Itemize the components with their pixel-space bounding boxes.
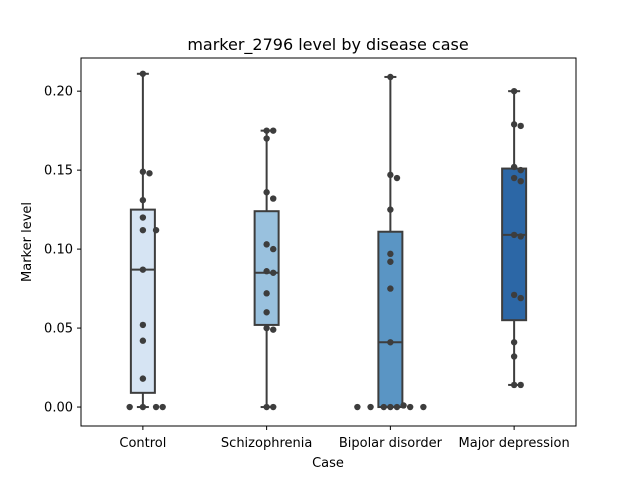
x-axis: Control Schizophrenia Bipolar disorder Majo…	[119, 426, 570, 451]
x-tick-label: Bipolar disorder	[339, 436, 443, 451]
box-group	[129, 72, 156, 409]
swarm-points	[510, 87, 524, 389]
data-point	[146, 170, 153, 177]
y-tick-label: 0.00	[44, 401, 73, 416]
x-tick-label: Schizophrenia	[221, 436, 312, 451]
data-point	[139, 70, 147, 77]
x-axis-label: Case	[312, 456, 344, 471]
y-tick-label: 0.15	[44, 164, 73, 179]
data-point	[387, 285, 394, 292]
box	[129, 208, 156, 394]
y-tick-label: 0.05	[44, 322, 73, 337]
data-point	[263, 290, 270, 297]
data-point	[263, 309, 270, 316]
plot-area	[126, 70, 528, 411]
data-point	[270, 269, 277, 276]
data-point	[517, 177, 524, 185]
data-point	[517, 122, 524, 130]
data-point	[387, 171, 394, 179]
data-point	[510, 381, 518, 389]
y-axis-label: Marker level	[20, 202, 35, 282]
data-point	[367, 403, 374, 411]
y-tick-label: 0.10	[44, 243, 73, 258]
data-point	[152, 226, 160, 234]
y-axis: 0.00 0.05 0.10 0.15 0.20	[44, 85, 81, 416]
data-point	[510, 291, 518, 299]
data-point	[139, 196, 147, 204]
data-point	[387, 250, 394, 258]
swarm-points	[126, 70, 166, 411]
data-point	[393, 174, 401, 182]
data-point	[270, 326, 277, 333]
data-point	[420, 403, 427, 411]
data-point	[263, 268, 270, 275]
data-point	[263, 241, 270, 248]
data-point	[510, 353, 518, 360]
swarm-points	[263, 127, 277, 411]
chart-title: marker_2796 level by disease case	[187, 35, 468, 55]
data-point	[400, 402, 407, 409]
x-tick-label: Major depression	[459, 436, 570, 451]
data-point	[510, 121, 518, 128]
data-point	[387, 206, 394, 213]
data-point	[263, 403, 270, 411]
data-point	[139, 337, 147, 344]
swarm-points	[354, 73, 427, 411]
data-point	[517, 294, 524, 302]
data-point	[263, 189, 270, 196]
data-point	[406, 403, 414, 411]
data-point	[380, 403, 387, 411]
data-point	[517, 166, 524, 174]
data-point	[387, 403, 394, 411]
data-point	[510, 174, 518, 182]
data-point	[270, 195, 277, 202]
data-point	[270, 127, 277, 134]
data-point	[393, 403, 401, 411]
data-point	[139, 375, 147, 382]
data-point	[510, 231, 518, 239]
data-point	[270, 245, 277, 253]
data-point	[387, 258, 394, 265]
box	[377, 230, 404, 409]
data-point	[126, 403, 133, 411]
data-point	[387, 339, 394, 346]
x-tick-label: Control	[119, 436, 166, 451]
data-point	[139, 266, 147, 273]
data-point	[152, 403, 160, 411]
data-point	[510, 163, 518, 171]
data-point	[510, 339, 518, 346]
data-point	[270, 403, 277, 411]
data-point	[139, 321, 147, 329]
data-point	[517, 381, 524, 389]
data-point	[387, 73, 394, 81]
data-point	[139, 214, 147, 221]
data-point	[517, 233, 524, 240]
data-point	[139, 226, 147, 234]
y-tick-label: 0.20	[44, 85, 73, 100]
data-point	[354, 403, 361, 411]
data-point	[263, 324, 270, 332]
data-point	[159, 403, 166, 411]
data-point	[263, 127, 270, 134]
data-point	[139, 403, 147, 411]
plot-frame	[80, 57, 577, 427]
data-point	[510, 87, 518, 95]
data-point	[263, 135, 270, 142]
data-point	[139, 168, 147, 175]
